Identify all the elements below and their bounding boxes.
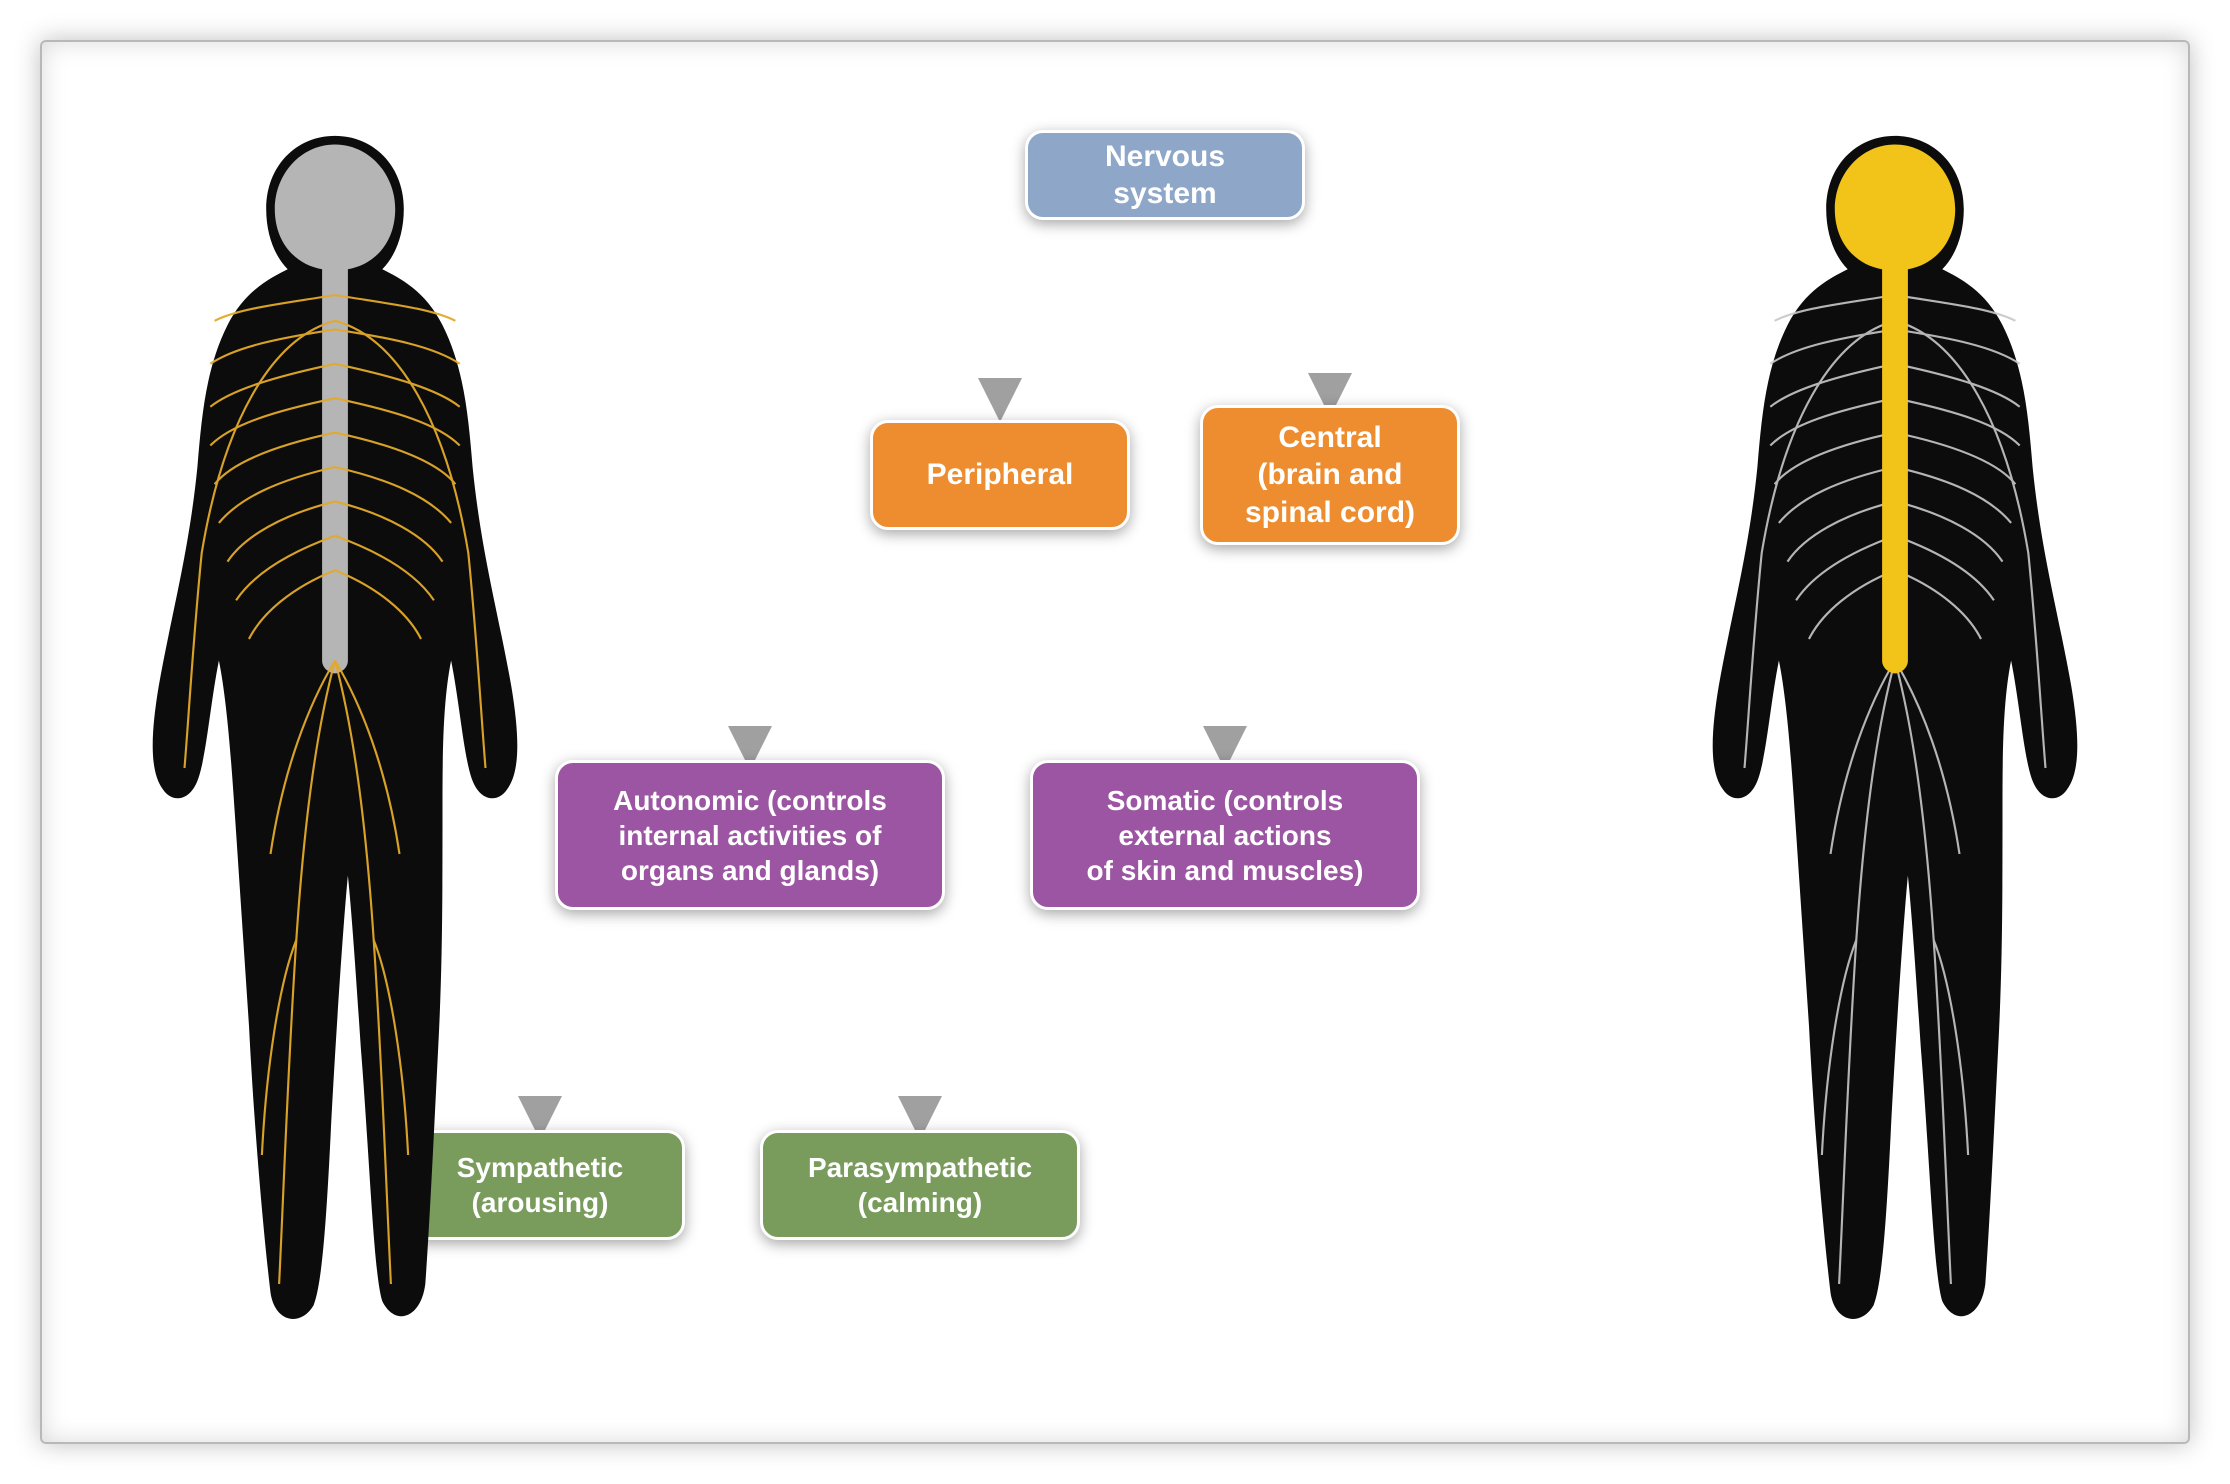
node-label: Central(brain andspinal cord) xyxy=(1245,419,1415,532)
node-label: Nervous system xyxy=(1056,138,1274,213)
node-peripheral: Peripheral xyxy=(870,420,1130,530)
node-autonomic: Autonomic (controlsinternal activities o… xyxy=(555,760,945,910)
node-label: Somatic (controlsexternal actionsof skin… xyxy=(1087,783,1364,888)
node-somatic: Somatic (controlsexternal actionsof skin… xyxy=(1030,760,1420,910)
node-label: Autonomic (controlsinternal activities o… xyxy=(613,783,887,888)
body-central-icon xyxy=(1680,110,2110,1340)
node-nervous-system: Nervous system xyxy=(1025,130,1305,220)
node-central: Central(brain andspinal cord) xyxy=(1200,405,1460,545)
node-parasympathetic: Parasympathetic(calming) xyxy=(760,1130,1080,1240)
node-label: Peripheral xyxy=(927,456,1074,494)
body-peripheral-icon xyxy=(120,110,550,1340)
node-label: Parasympathetic(calming) xyxy=(808,1150,1032,1220)
diagram-stage: Nervous system Peripheral Central(brain … xyxy=(0,0,2230,1484)
